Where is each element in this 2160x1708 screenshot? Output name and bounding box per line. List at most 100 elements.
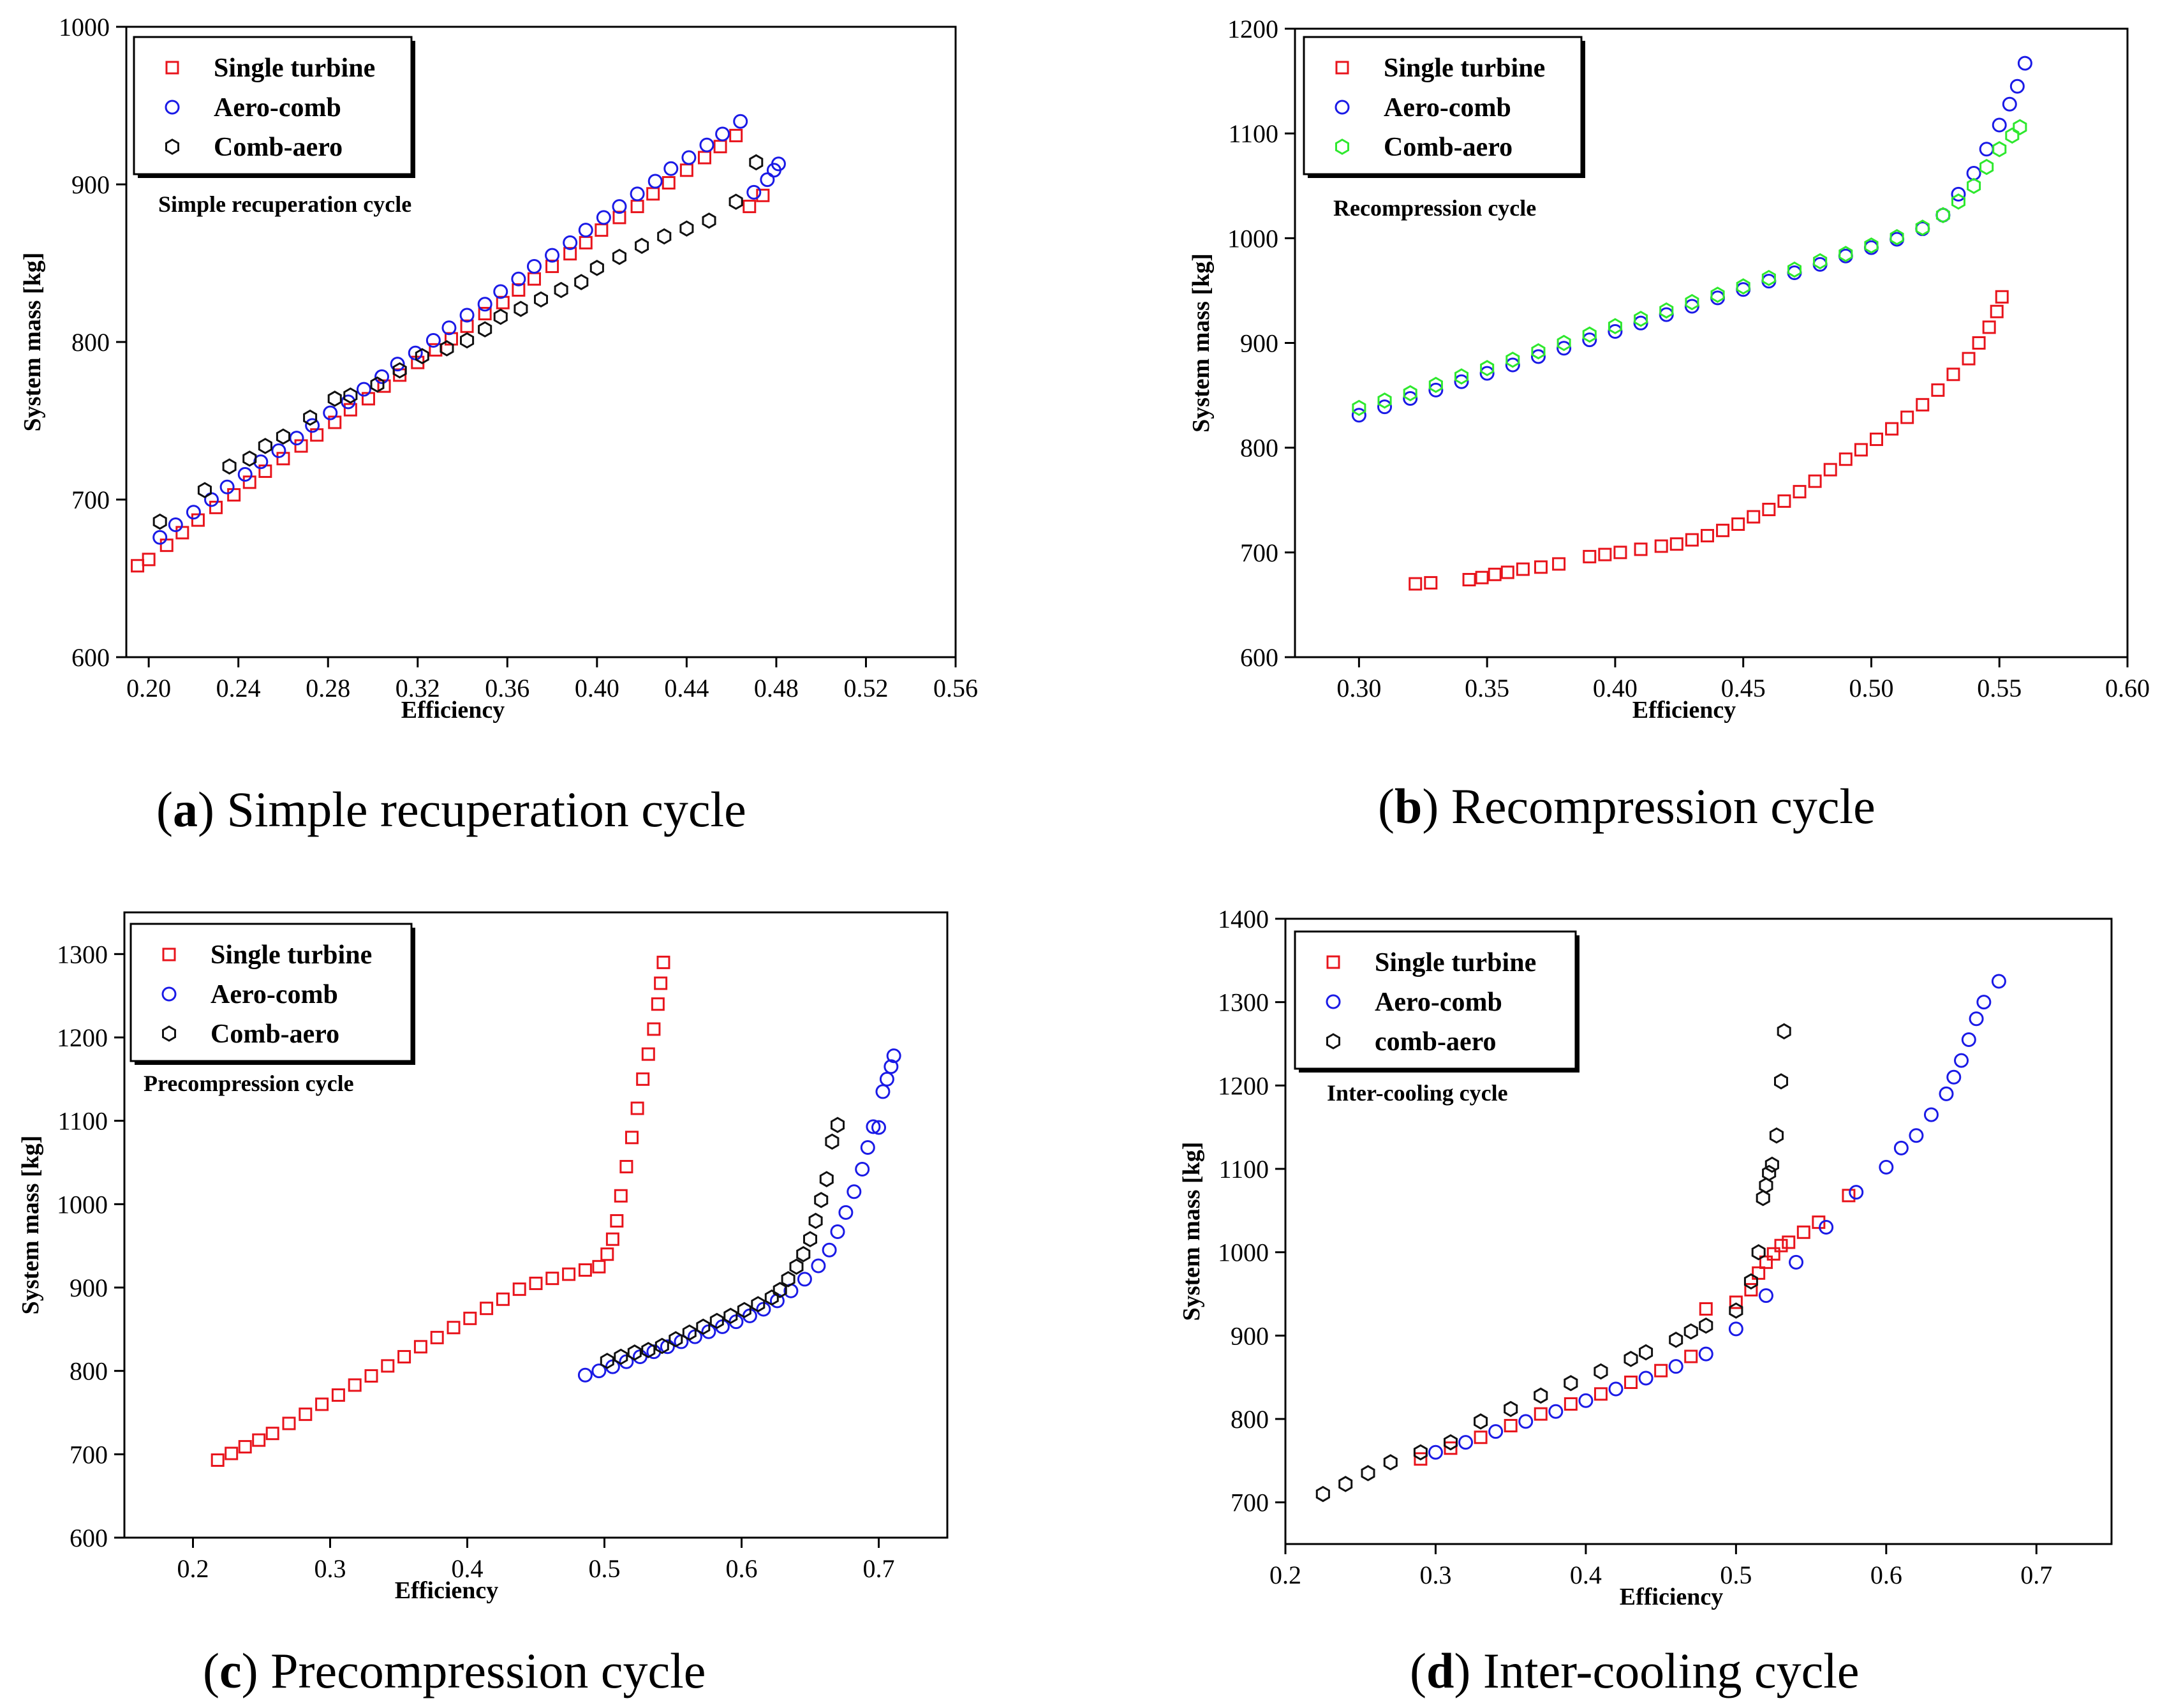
data-point xyxy=(1659,302,1674,319)
data-point xyxy=(2005,127,2020,144)
data-point xyxy=(1759,1255,1773,1269)
data-point xyxy=(425,333,441,348)
legend-marker xyxy=(1335,61,1349,75)
data-point xyxy=(797,1272,812,1287)
legend-marker xyxy=(1326,1033,1340,1050)
x-tick-label: 0.48 xyxy=(754,674,799,702)
data-point xyxy=(1743,1273,1758,1290)
data-point xyxy=(1488,567,1502,581)
data-point xyxy=(343,403,357,417)
data-point xyxy=(1747,510,1761,524)
data-point xyxy=(1729,1295,1743,1309)
data-point xyxy=(1683,1323,1698,1340)
series-aero-comb xyxy=(577,1048,901,1383)
data-point xyxy=(1634,310,1648,327)
legend: Single turbine Aero-comb Comb-aero xyxy=(133,36,415,178)
legend-marker xyxy=(165,138,179,155)
data-point xyxy=(131,559,145,573)
x-tick-label: 0.52 xyxy=(843,674,888,702)
data-point xyxy=(819,1171,834,1187)
data-point xyxy=(662,176,676,190)
data-point xyxy=(1728,1321,1743,1337)
data-point xyxy=(441,320,457,336)
x-tick-label: 0.6 xyxy=(1870,1561,1902,1589)
x-tick-label: 0.24 xyxy=(216,674,261,702)
legend-box xyxy=(1303,36,1583,175)
data-point xyxy=(681,150,697,165)
data-point xyxy=(579,235,593,249)
data-point xyxy=(1557,341,1572,356)
data-point xyxy=(463,1311,477,1325)
x-tick-label: 0.44 xyxy=(664,674,709,702)
x-tick-label: 0.3 xyxy=(1419,1561,1451,1589)
data-point xyxy=(529,1276,543,1290)
data-point xyxy=(1972,336,1986,350)
data-point xyxy=(702,212,716,229)
data-point xyxy=(1766,1247,1780,1261)
data-point xyxy=(430,1330,444,1344)
data-point xyxy=(1774,1073,1788,1090)
x-tick-label: 0.50 xyxy=(1849,674,1893,702)
y-tick-label: 1000 xyxy=(1218,1238,1269,1267)
data-point xyxy=(614,1348,628,1365)
data-point xyxy=(1583,549,1597,563)
data-point xyxy=(1338,1476,1353,1492)
legend-box xyxy=(1294,930,1577,1070)
y-axis-label: System mass [kg] xyxy=(17,1136,44,1315)
data-point xyxy=(1979,142,1994,157)
data-point xyxy=(348,1378,362,1392)
data-point xyxy=(875,1084,891,1099)
data-point xyxy=(866,1119,881,1134)
data-point xyxy=(2002,96,2017,112)
data-point xyxy=(1684,1349,1698,1363)
data-point xyxy=(1654,1363,1668,1378)
legend-entry: Comb-aero xyxy=(1384,133,1513,162)
x-tick-label: 0.60 xyxy=(2105,674,2150,702)
legend-marker xyxy=(1326,994,1341,1009)
data-point xyxy=(478,307,492,321)
data-point xyxy=(641,1342,656,1358)
plot-annotation: Inter-cooling cycle xyxy=(1327,1080,1508,1106)
data-point xyxy=(699,137,714,152)
plot-annotation: Simple recuperation cycle xyxy=(158,191,411,217)
panel-b-recompression: 0.30 0.35 0.40 0.45 0.50 0.55 0.60 600 700 800 900… xyxy=(1188,15,2150,724)
data-point xyxy=(1403,391,1418,406)
data-point xyxy=(478,321,492,338)
data-point xyxy=(563,235,578,250)
y-tick-label: 700 xyxy=(71,486,110,514)
data-point xyxy=(1488,1424,1504,1439)
data-point xyxy=(773,1282,787,1298)
y-tick-label: 700 xyxy=(1240,538,1278,567)
data-point xyxy=(370,376,385,393)
data-point xyxy=(808,1212,823,1229)
data-point xyxy=(600,1247,614,1261)
data-point xyxy=(1613,546,1627,560)
data-point xyxy=(1608,1381,1624,1397)
series-comb-aero xyxy=(1315,1023,1791,1503)
y-axis-label: System mass [kg] xyxy=(19,253,46,432)
data-point xyxy=(1474,1430,1488,1444)
data-point xyxy=(655,1337,669,1355)
y-tick-label: 1000 xyxy=(1227,224,1278,253)
data-point xyxy=(811,1258,826,1274)
data-point xyxy=(211,1453,225,1467)
legend-entry: Single turbine xyxy=(211,940,372,970)
data-point xyxy=(1759,1177,1773,1194)
data-point xyxy=(656,955,670,969)
data-point xyxy=(619,1160,633,1174)
data-point xyxy=(327,390,342,407)
data-point xyxy=(1838,246,1853,262)
x-tick-label: 0.2 xyxy=(177,1554,209,1583)
y-tick-label: 1000 xyxy=(57,1190,108,1219)
data-point xyxy=(1462,573,1476,587)
series-comb-aero xyxy=(152,154,764,530)
legend-marker xyxy=(161,986,177,1002)
data-point xyxy=(709,1312,724,1330)
y-tick-label: 1300 xyxy=(1218,988,1269,1017)
data-point xyxy=(440,340,454,357)
data-point xyxy=(496,1292,510,1306)
data-point xyxy=(1516,562,1530,576)
data-point xyxy=(1403,385,1417,402)
data-point xyxy=(1909,1128,1924,1143)
data-point xyxy=(1383,1454,1398,1471)
